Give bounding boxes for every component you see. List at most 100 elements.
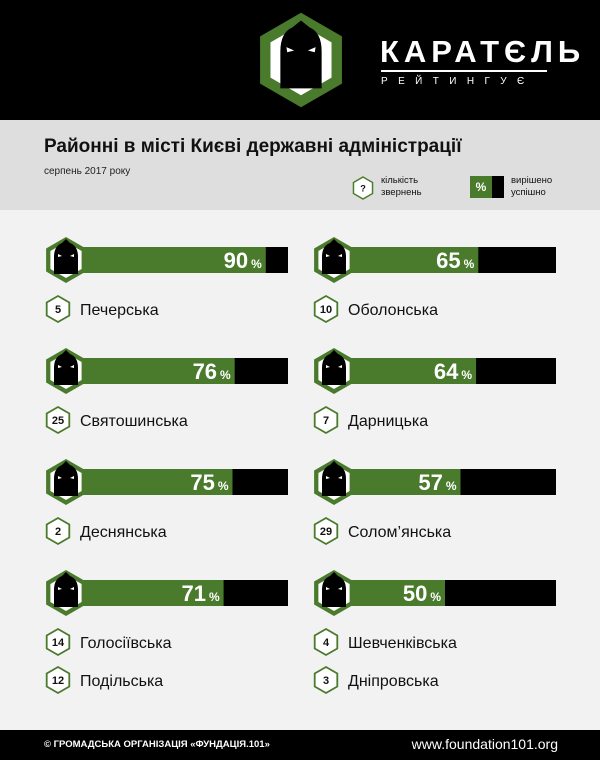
figure-eye [326, 476, 330, 479]
bar-value: 50 [403, 581, 427, 606]
bar-value: 71 [181, 581, 205, 606]
bar-value: 65 [436, 248, 460, 273]
legend-count-symbol: ? [360, 184, 366, 194]
hooded-figure-icon [54, 350, 78, 385]
hooded-figure-icon [54, 239, 78, 274]
district-name: Дарницька [348, 413, 428, 430]
bar-value: 76 [193, 359, 217, 384]
hooded-figure-icon [322, 461, 346, 496]
bar-unit: % [218, 479, 229, 493]
bar-unit: % [464, 257, 475, 271]
count-label: 3 [323, 675, 329, 687]
figure-eye [58, 476, 62, 479]
bar-unit: % [251, 257, 262, 271]
bar-fill [334, 469, 461, 495]
district-name: Печерська [80, 302, 159, 319]
district-rating-chart: 90 % 5 Печерська 76 % 25 Святошинська 75 % 2 Деснян… [45, 237, 556, 695]
figure-eye [326, 254, 330, 257]
bar-unit: % [461, 368, 472, 382]
bar-value: 57 [418, 470, 442, 495]
bar-value-label: 65% [436, 248, 474, 273]
bar-unit: % [430, 590, 441, 604]
figure-eye [338, 254, 342, 257]
bar-value-label: 71% [181, 581, 219, 606]
brand-title: КАРАТЄЛЬ [380, 34, 586, 69]
footer-bar: © ГРОМАДСЬКА ОРГАНІЗАЦІЯ «ФУНДАЦІЯ.101» … [0, 730, 600, 760]
bar-value: 90 [224, 248, 248, 273]
count-hexagon-icon [313, 627, 339, 657]
figure-eye [58, 587, 62, 590]
bar-fill [66, 469, 233, 495]
district-name: Подільська [80, 673, 163, 690]
legend-count-hexagon-icon: ? [352, 176, 374, 200]
count-hexagon-icon [45, 665, 71, 695]
legend-percent-label: вирішено успішно [511, 175, 553, 198]
figure-eye [70, 254, 74, 257]
figure-eye [58, 254, 62, 257]
bar-unit: % [209, 590, 220, 604]
hooded-figure-icon [322, 350, 346, 385]
page-title: Районні в місті Києві державні адміністр… [44, 136, 462, 157]
hooded-figure-hexagon-icon [260, 12, 342, 108]
count-hexagon-icon [45, 516, 71, 546]
bar-value: 64 [434, 359, 459, 384]
figure-eye [338, 476, 342, 479]
bar-fill [66, 358, 235, 384]
count-hexagon-icon [313, 665, 339, 695]
brand-subtitle: РЕЙТИНГУЄ [381, 76, 535, 87]
district-name: Оболонська [348, 302, 438, 319]
bar-fill [66, 580, 224, 606]
count-hexagon-icon [45, 627, 71, 657]
count-hexagon-icon [313, 294, 339, 324]
bar-fill [66, 247, 266, 273]
hooded-figure-icon [54, 461, 78, 496]
hooded-figure-icon [322, 572, 346, 607]
count-hexagon-icon [313, 405, 339, 435]
district-name: Деснянська [80, 524, 167, 541]
footer-copyright: © ГРОМАДСЬКА ОРГАНІЗАЦІЯ «ФУНДАЦІЯ.101» [44, 739, 270, 750]
district-name: Дніпровська [348, 673, 439, 690]
count-label: 14 [52, 637, 65, 649]
count-label: 4 [323, 637, 330, 649]
bar-fill [334, 247, 479, 273]
count-label: 12 [52, 675, 64, 687]
count-label: 10 [320, 304, 332, 316]
legend-percent-fill [470, 176, 492, 198]
bar-unit: % [446, 479, 457, 493]
district-name: Солом’янська [348, 524, 451, 541]
district-name: Святошинська [80, 413, 188, 430]
count-label: 29 [320, 526, 332, 538]
district-name: Голосіївська [80, 635, 172, 652]
bar-value-label: 90% [224, 248, 262, 273]
count-hexagon-icon [45, 294, 71, 324]
bar-value-label: 57% [418, 470, 456, 495]
bar-value: 75 [190, 470, 214, 495]
figure-eye [70, 587, 74, 590]
bar-fill [334, 358, 477, 384]
bar-value-label: 50% [403, 581, 441, 606]
legend-count-label: кількість звернень [381, 175, 422, 198]
legend-percent-swatch: % [470, 176, 504, 198]
bar-value-label: 75% [190, 470, 228, 495]
count-label: 25 [52, 415, 64, 427]
count-label: 2 [55, 526, 61, 538]
count-label: 7 [323, 415, 329, 427]
title-band [0, 120, 600, 210]
count-hexagon-icon [45, 405, 71, 435]
figure-eye [326, 587, 330, 590]
page-date: серпень 2017 року [44, 166, 131, 177]
brand-underline [381, 70, 547, 72]
hooded-figure-icon [322, 239, 346, 274]
district-name: Шевченківська [348, 635, 457, 652]
figure-eye [338, 365, 342, 368]
figure-eye [326, 365, 330, 368]
hooded-figure-icon [54, 572, 78, 607]
count-hexagon-icon [313, 516, 339, 546]
bar-value-label: 76% [193, 359, 231, 384]
footer-website: www.foundation101.org [411, 736, 558, 752]
legend-percent-symbol: % [475, 180, 487, 194]
count-label: 5 [55, 304, 61, 316]
figure-eye [70, 365, 74, 368]
figure-eye [70, 476, 74, 479]
bar-value-label: 64% [434, 359, 472, 384]
